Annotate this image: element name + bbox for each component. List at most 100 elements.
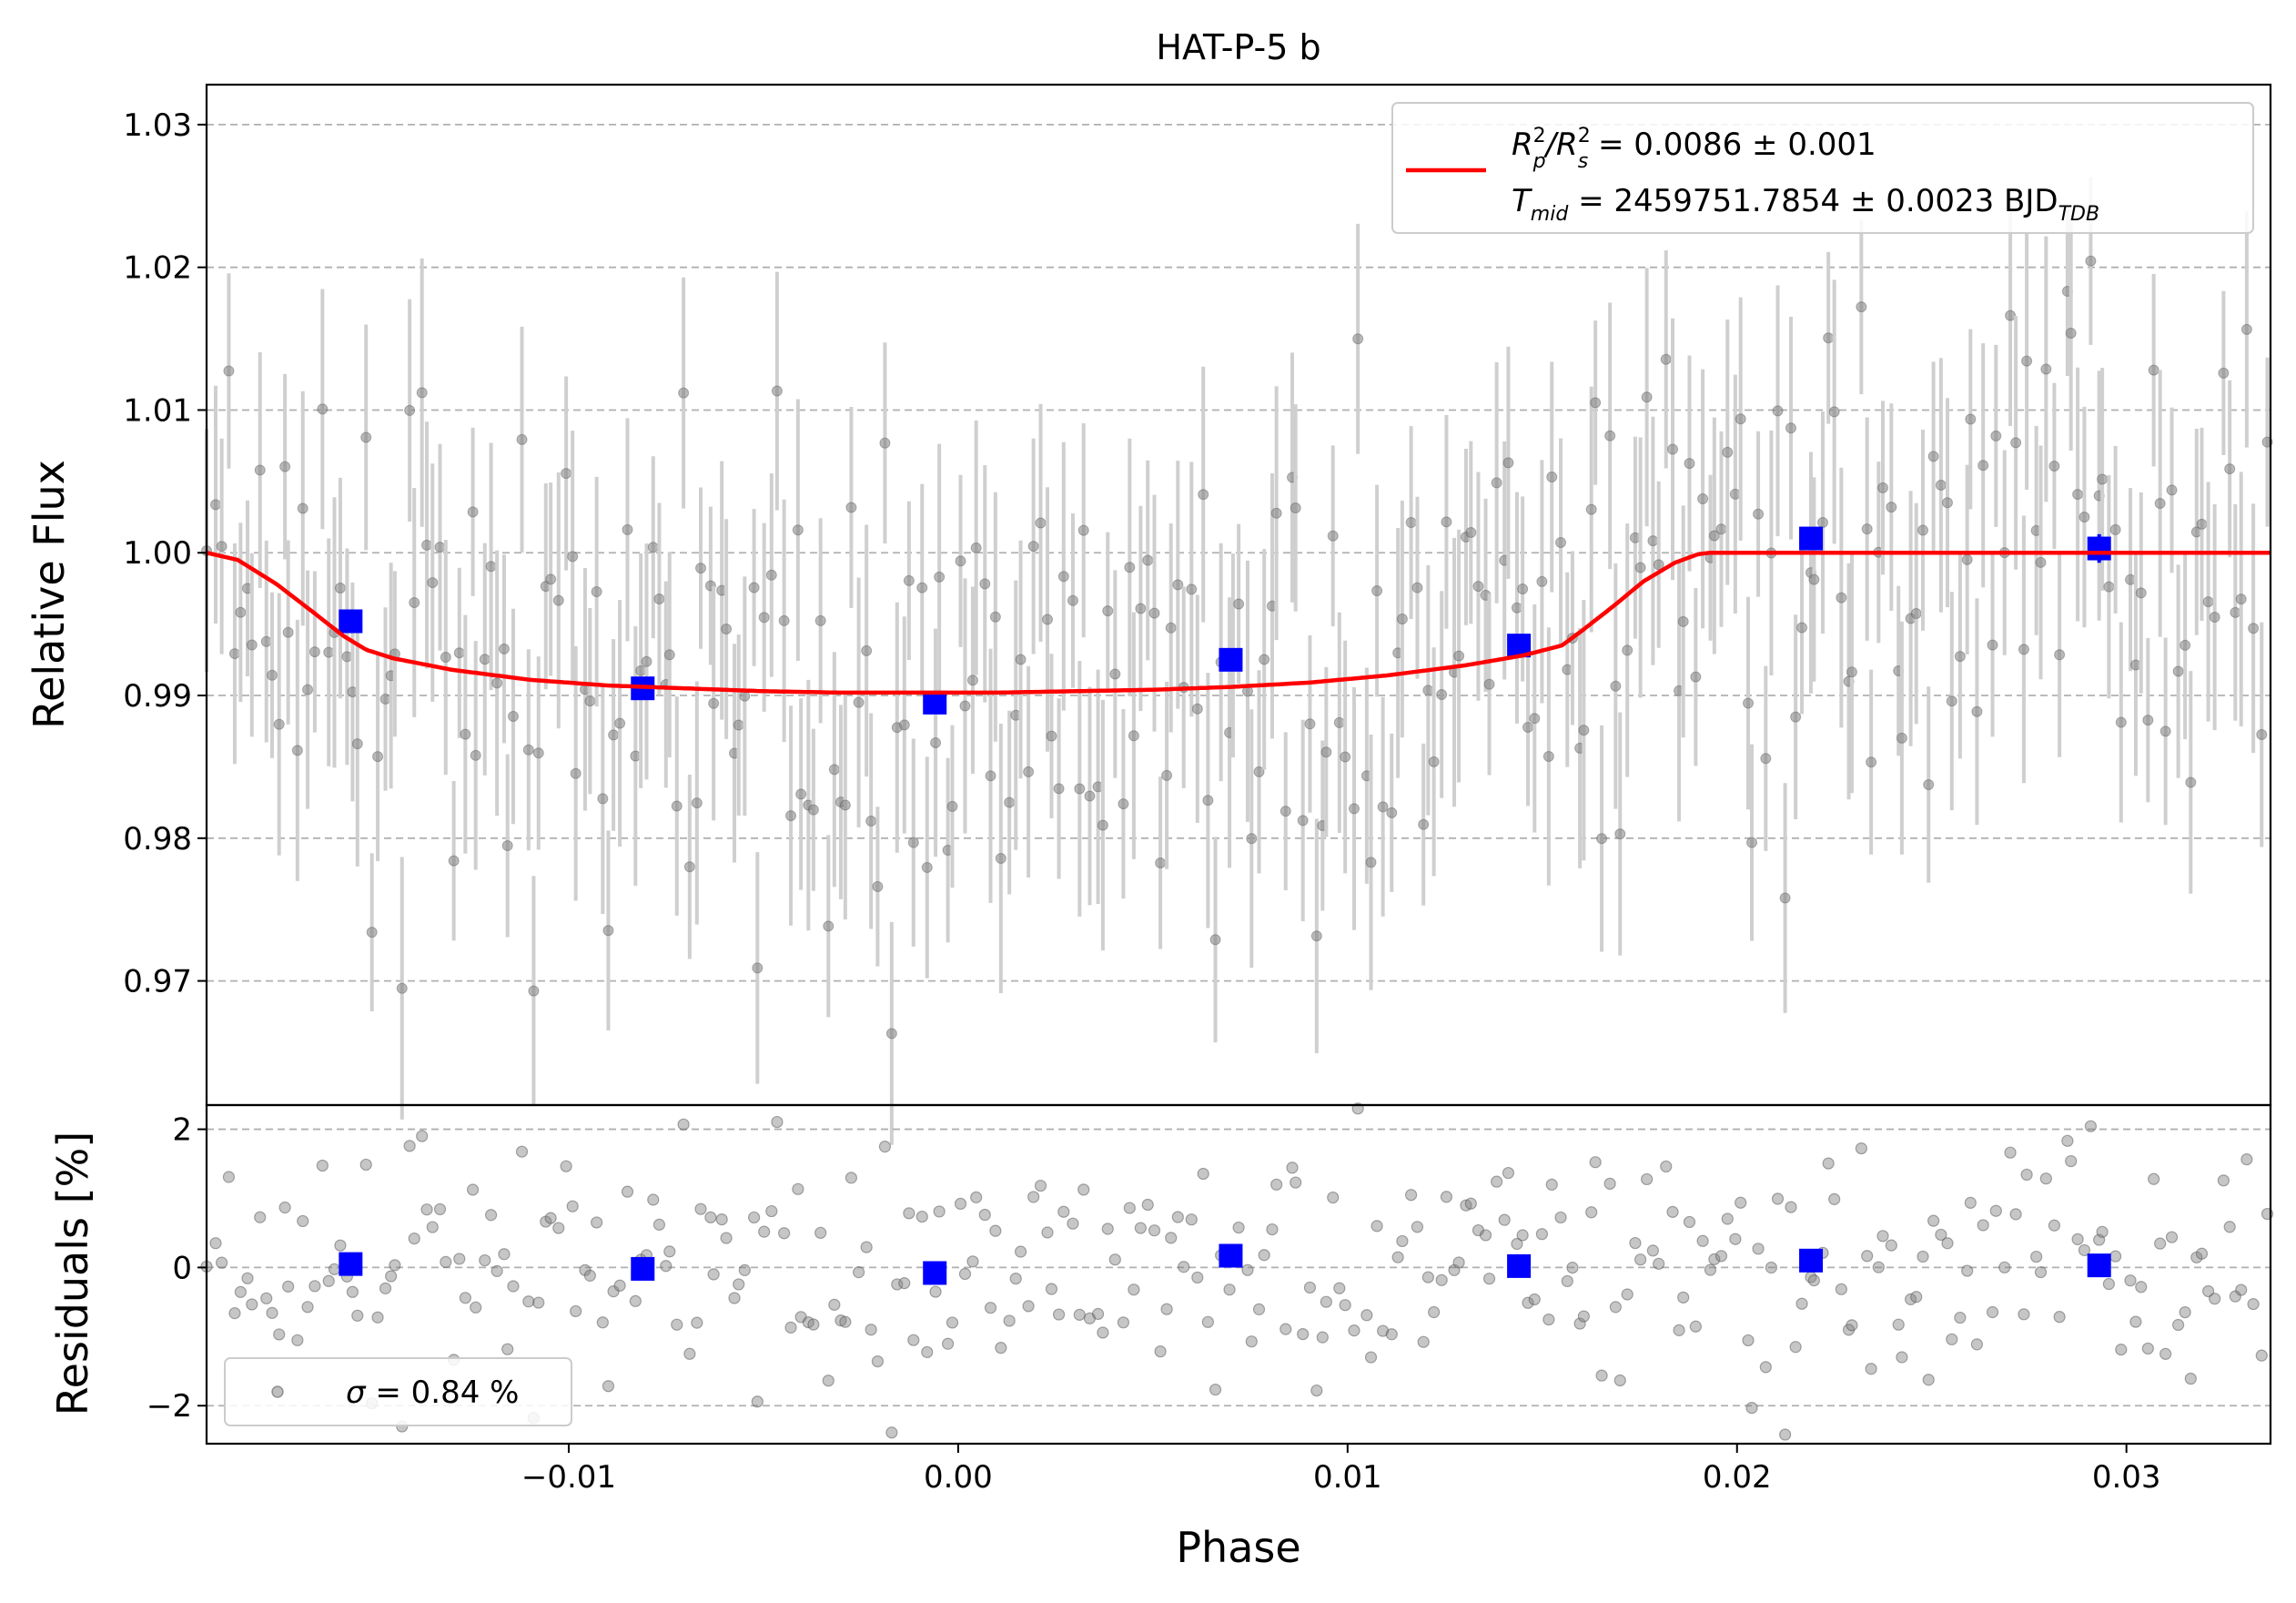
raw-data-point bbox=[1536, 575, 1548, 587]
raw-data-point bbox=[1578, 725, 1590, 736]
raw-data-point bbox=[1067, 594, 1078, 606]
raw-data-point bbox=[1046, 730, 1057, 742]
raw-data-point bbox=[2005, 309, 2017, 321]
residual-point bbox=[871, 1354, 885, 1368]
raw-data-point bbox=[1910, 608, 1922, 620]
raw-data-point bbox=[1917, 524, 1928, 536]
raw-data-point bbox=[1209, 934, 1221, 946]
residual-point bbox=[1057, 1205, 1070, 1218]
raw-data-point bbox=[2235, 594, 2247, 605]
residual-point bbox=[1034, 1179, 1047, 1192]
raw-data-point bbox=[1790, 711, 1802, 723]
residual-point bbox=[929, 1285, 942, 1298]
raw-data-point bbox=[216, 541, 228, 553]
residual-point bbox=[291, 1334, 304, 1346]
raw-data-point bbox=[2065, 327, 2077, 339]
residual-point bbox=[663, 1245, 676, 1258]
residual-point bbox=[865, 1324, 877, 1336]
residual-point bbox=[738, 1263, 751, 1276]
residual-point bbox=[1742, 1334, 1755, 1347]
residual-point bbox=[2004, 1146, 2017, 1159]
raw-data-point bbox=[1896, 732, 1907, 744]
raw-data-point bbox=[1927, 451, 1939, 462]
raw-data-point bbox=[1585, 503, 1597, 515]
raw-data-point bbox=[2256, 729, 2268, 741]
residuals-panel: −2 0 2 −0.01 0.00 0.01 0.02 0.03 Phase Residua… bbox=[48, 1102, 2274, 1572]
residual-point bbox=[1045, 1283, 1058, 1295]
residual-point bbox=[1779, 1428, 1792, 1441]
raw-data-point bbox=[758, 612, 770, 624]
raw-data-point bbox=[246, 639, 258, 651]
residual-point bbox=[1303, 1281, 1317, 1294]
residual-point bbox=[671, 1318, 683, 1331]
raw-data-point bbox=[1161, 769, 1173, 781]
raw-data-point bbox=[1660, 353, 1672, 365]
raw-data-point bbox=[552, 594, 564, 606]
raw-data-point bbox=[1836, 592, 1847, 604]
raw-data-point bbox=[366, 927, 378, 938]
raw-data-point bbox=[823, 920, 834, 932]
residual-point bbox=[216, 1256, 228, 1269]
residual-point bbox=[515, 1145, 529, 1158]
raw-data-point bbox=[2159, 725, 2171, 737]
binned-point bbox=[1799, 526, 1824, 551]
residual-point bbox=[234, 1285, 247, 1298]
raw-data-point bbox=[561, 468, 572, 480]
residual-point bbox=[954, 1197, 967, 1211]
residual-point bbox=[828, 1298, 841, 1311]
raw-data-point bbox=[1422, 685, 1434, 696]
raw-data-point bbox=[885, 1028, 897, 1040]
residual-point bbox=[1185, 1213, 1198, 1226]
raw-data-point bbox=[630, 750, 642, 762]
raw-data-point bbox=[2072, 489, 2084, 501]
raw-data-point bbox=[2166, 484, 2178, 496]
raw-data-point bbox=[2185, 776, 2197, 788]
residual-point bbox=[254, 1211, 267, 1223]
residual-point bbox=[621, 1185, 634, 1198]
residual-point bbox=[2009, 1208, 2022, 1221]
raw-data-point bbox=[1202, 795, 1214, 807]
residual-point bbox=[1241, 1263, 1254, 1276]
residual-point bbox=[878, 1141, 892, 1153]
raw-data-point bbox=[1622, 644, 1633, 656]
raw-data-point bbox=[341, 651, 353, 663]
residual-point bbox=[1785, 1201, 1797, 1213]
residual-point bbox=[1148, 1224, 1161, 1237]
raw-data-point bbox=[372, 751, 384, 763]
residual-point bbox=[1245, 1335, 1258, 1348]
residual-point bbox=[1714, 1250, 1728, 1263]
raw-data-point bbox=[966, 675, 978, 686]
residual-point bbox=[1266, 1223, 1279, 1236]
residual-point bbox=[1613, 1374, 1626, 1387]
residual-point bbox=[440, 1255, 452, 1268]
chart-title: HAT-P-5 b bbox=[1156, 27, 1320, 67]
raw-data-point bbox=[1233, 598, 1245, 610]
raw-data-point bbox=[785, 810, 797, 822]
residual-point bbox=[728, 1292, 741, 1304]
raw-data-point bbox=[2148, 364, 2159, 376]
raw-data-point bbox=[1135, 603, 1147, 614]
raw-data-point bbox=[273, 718, 285, 730]
residual-point bbox=[995, 1342, 1007, 1354]
raw-data-point bbox=[641, 655, 652, 667]
residual-point bbox=[498, 1248, 511, 1261]
binned-residual-point bbox=[631, 1256, 655, 1281]
raw-data-point bbox=[1604, 430, 1616, 441]
raw-data-point bbox=[2196, 518, 2208, 530]
residual-point bbox=[1440, 1191, 1453, 1203]
raw-data-point bbox=[416, 387, 428, 399]
raw-data-point bbox=[1077, 524, 1089, 536]
residual-point bbox=[552, 1222, 565, 1234]
raw-data-point bbox=[1861, 523, 1873, 535]
raw-data-point bbox=[528, 985, 540, 997]
residual-point bbox=[544, 1212, 557, 1224]
residual-point bbox=[853, 1266, 865, 1279]
raw-data-point bbox=[2230, 606, 2241, 618]
raw-data-point bbox=[2209, 612, 2220, 624]
residual-point bbox=[970, 1191, 983, 1203]
residual-point bbox=[958, 1267, 972, 1281]
raw-data-point bbox=[934, 571, 946, 583]
residual-point bbox=[1892, 1318, 1905, 1331]
residual-point bbox=[1885, 1239, 1897, 1252]
top-y-ticks: 0.97 0.98 0.99 1.00 1.01 1.02 1.03 bbox=[123, 107, 207, 1000]
